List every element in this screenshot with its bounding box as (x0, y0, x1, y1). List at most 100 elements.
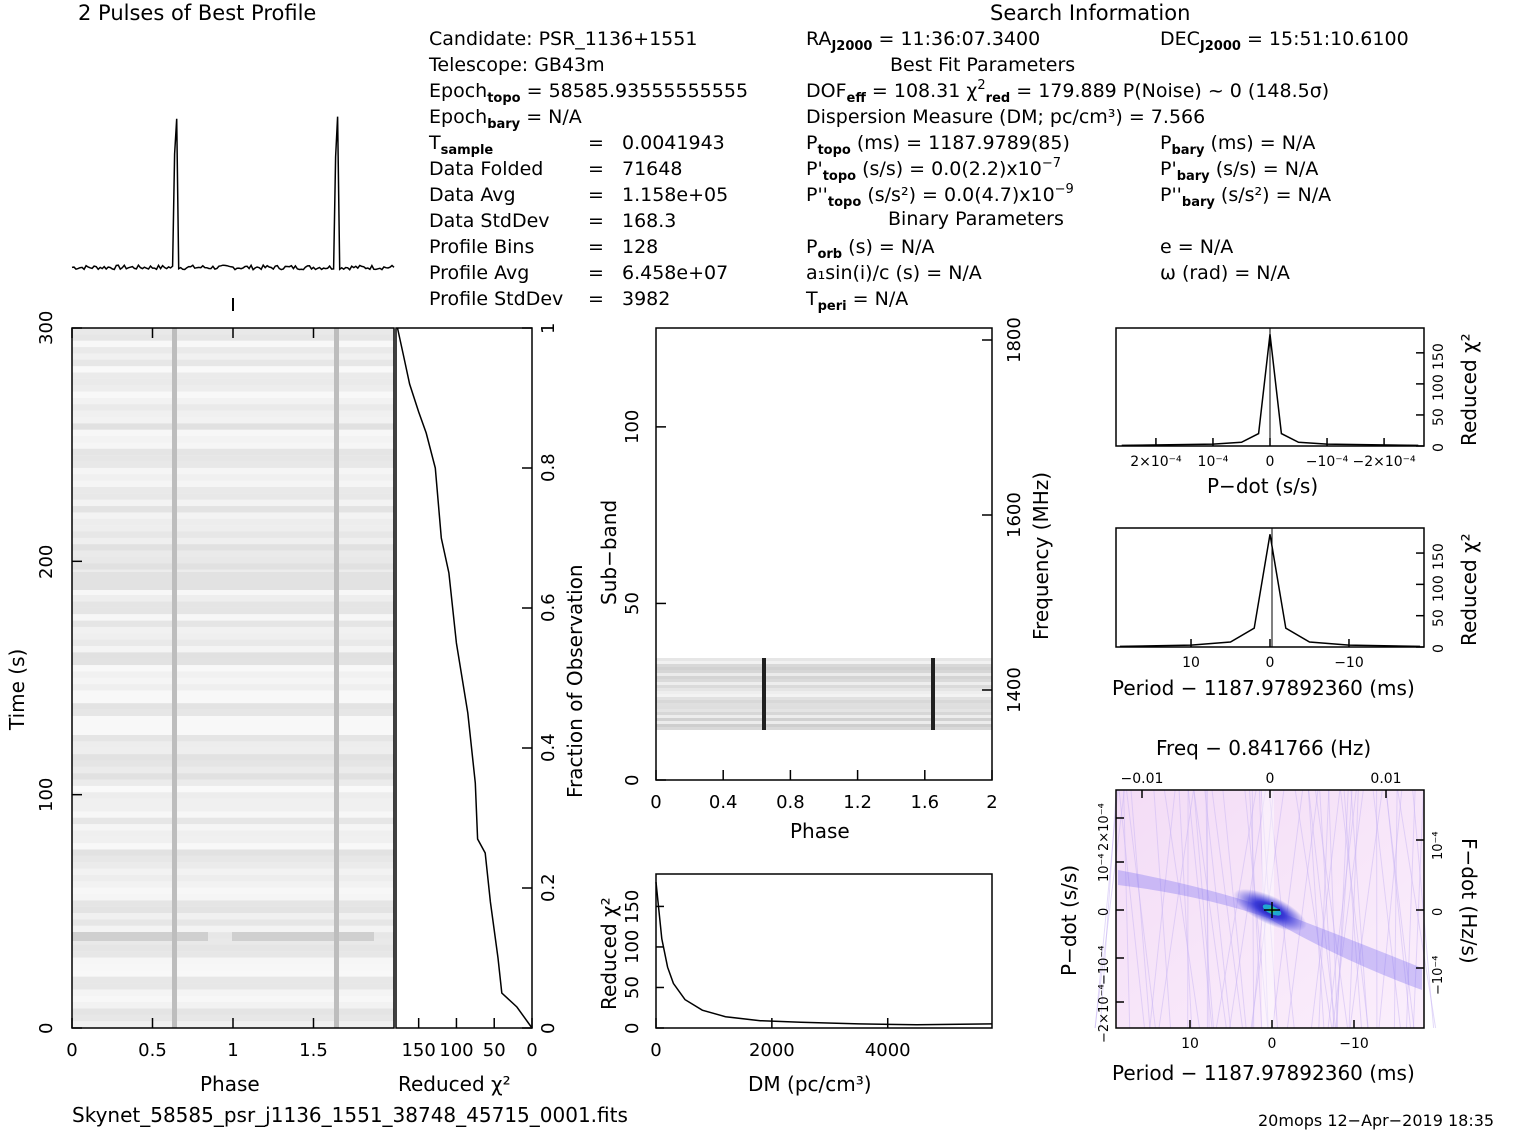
subband-row (656, 682, 992, 685)
dm-ytick-label: 150 (622, 889, 643, 924)
time-row (72, 652, 394, 659)
sb-xtick-label: 2 (986, 792, 998, 813)
dm-line: Dispersion Measure (DM; pc/cm³) = 7.566 (806, 106, 1206, 128)
time-row (72, 665, 394, 672)
time-row (72, 906, 394, 914)
subband-row (656, 673, 992, 676)
period-chi2-plot (1115, 527, 1425, 648)
cf-ylabel: Fraction of Observation (563, 564, 587, 798)
time-row (72, 404, 394, 411)
sb-xtick-label: 0.8 (776, 792, 805, 813)
time-row (72, 760, 394, 767)
pe-ytick-label: 150 (1431, 543, 1447, 571)
ppdot-streak (1378, 789, 1403, 1029)
time-row (72, 359, 394, 367)
ppdot-streak (1310, 789, 1341, 1029)
time-row (72, 398, 394, 405)
time-row (72, 1002, 394, 1009)
time-row (72, 607, 394, 615)
time-row (72, 824, 394, 831)
ppdot-streak (1308, 789, 1336, 1029)
pd-xtick-label: 0 (1265, 454, 1275, 470)
ppdot-streak (1126, 789, 1156, 1029)
time-row (72, 836, 394, 844)
pp-xtick-label: 0 (1267, 1036, 1277, 1052)
pd-xtick-label: −2×10⁻⁴ (1352, 454, 1416, 470)
time-row (72, 976, 394, 984)
sb-xlabel: Phase (790, 819, 850, 843)
time-row (72, 843, 394, 850)
time-phase-stripes (72, 328, 394, 1028)
time-row-band (72, 572, 394, 590)
ppdot-streak (1205, 789, 1210, 1029)
subband-row (656, 706, 992, 709)
pp-y2tick-label: 0 (1431, 907, 1446, 916)
footer-filename: Skynet_58585_psr_j1136_1551_38748_45715_… (72, 1103, 628, 1127)
tp-ytick-label: 200 (36, 544, 57, 579)
pd-ytick-label: 0 (1431, 442, 1447, 452)
pp-ytick-label: −10⁻⁴ (1097, 945, 1112, 986)
dm-ylabel: Reduced χ² (597, 897, 621, 1010)
dm-plot (655, 873, 993, 1029)
time-row (72, 372, 394, 379)
time-row (72, 785, 394, 793)
ppdot-streak (1153, 789, 1171, 1029)
time-row (72, 722, 394, 729)
best-fit-title: Best Fit Parameters (890, 54, 1076, 76)
time-row (72, 919, 394, 926)
ppdot-streak (1397, 789, 1437, 1029)
tp-ytick-label: 100 (36, 777, 57, 812)
time-row (72, 417, 394, 424)
pe-ytick-label: 50 (1431, 609, 1447, 628)
ppdot-streak (1294, 789, 1333, 1029)
ppdot-streak (1348, 789, 1359, 1029)
time-row (72, 531, 394, 538)
time-row (72, 658, 394, 666)
time-row (72, 728, 394, 736)
time-row (72, 410, 394, 418)
pd-xlabel: P−dot (s/s) (1207, 474, 1319, 498)
dm-xtick-label: 0 (650, 1040, 662, 1061)
time-row-bright (232, 932, 374, 941)
pddbary-line: P''bary (s/s²) = N/A (1160, 184, 1332, 210)
pdtopo-line: P'topo (s/s) = 0.0(2.2)x10−7 (806, 156, 1061, 184)
time-row (72, 639, 394, 646)
chi2-fraction-plot (395, 327, 533, 1029)
tp-xtick-label: 1 (227, 1040, 239, 1061)
sb-y2tick-label: 1600 (1004, 492, 1025, 538)
time-row (72, 690, 394, 697)
time-row (72, 378, 394, 386)
tp-ytick-label: 0 (36, 1022, 57, 1034)
data-avg-label: Data Avg (429, 184, 516, 206)
pdot-chi2-plot (1115, 327, 1425, 447)
time-row (72, 849, 394, 856)
ppdot-streak (1094, 789, 1125, 1029)
sb-ytick-label: 100 (622, 409, 643, 445)
time-row (72, 805, 394, 812)
time-row (72, 525, 394, 532)
pp-xtick-label: −10 (1339, 1036, 1369, 1052)
profile-stddev-value: 3982 (622, 288, 671, 310)
sb-xtick-label: 0.4 (708, 792, 738, 813)
ppdot-streak (1193, 789, 1227, 1029)
time-row (72, 855, 394, 863)
profile-avg-value: 6.458e+07 (622, 262, 729, 284)
binary-title: Binary Parameters (888, 208, 1064, 230)
profile-stddev-eq: = (588, 288, 604, 310)
time-row (72, 646, 394, 653)
data-avg-eq: = (588, 184, 604, 206)
pd-ytick-label: 150 (1431, 343, 1447, 371)
dm-curve (655, 882, 993, 1026)
time-row (72, 487, 394, 494)
time-row (72, 671, 394, 678)
candidate-line: Candidate: PSR_1136+1551 (429, 28, 698, 50)
time-row (72, 798, 394, 805)
tp-xlabel: Phase (200, 1072, 260, 1096)
pddtopo-line: P''topo (s/s²) = 0.0(4.7)x10−9 (806, 182, 1074, 210)
subband-plot (655, 327, 993, 781)
data-folded-value: 71648 (622, 158, 683, 180)
subband-row (656, 679, 992, 682)
ppdot-streak (1307, 789, 1325, 1029)
time-row (72, 544, 394, 551)
